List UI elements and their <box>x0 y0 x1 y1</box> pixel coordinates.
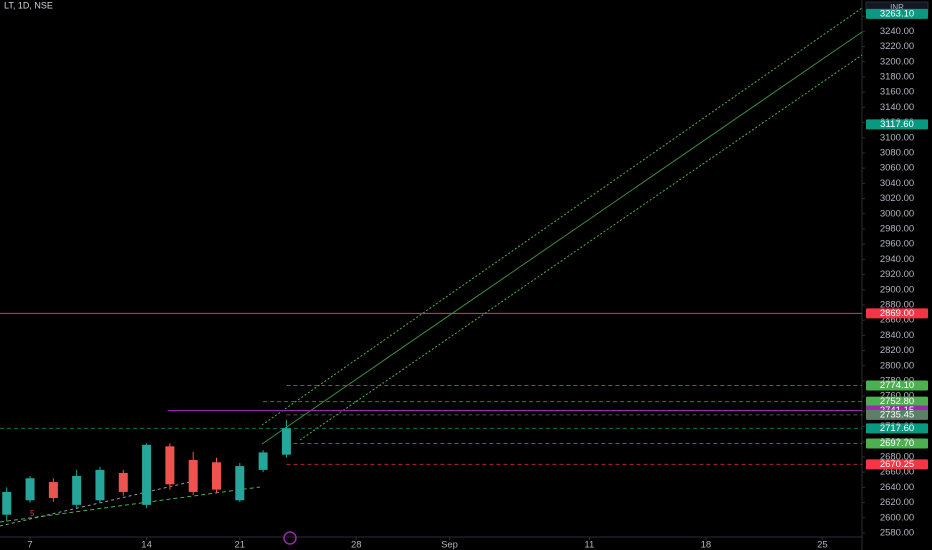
level-label-box <box>866 438 928 449</box>
candle-body <box>281 428 291 455</box>
y-tick-label: 2640.00 <box>880 482 914 493</box>
level-label-box <box>866 380 928 391</box>
y-tick-label: 2980.00 <box>880 223 914 234</box>
y-tick-label: 2880.00 <box>880 299 914 310</box>
x-tick-label: 18 <box>701 540 712 550</box>
candle-body <box>165 446 175 485</box>
channel-upper <box>261 7 863 426</box>
level-label-box <box>866 396 928 407</box>
chart-title: LT, 1D, NSE <box>4 0 53 10</box>
y-tick-label: 2900.00 <box>880 284 914 295</box>
x-tick-label: 25 <box>817 540 828 550</box>
level-label-box <box>866 308 928 319</box>
level-label: 2697.70 <box>880 438 914 449</box>
candle-body <box>188 460 198 492</box>
candle-body <box>25 478 35 501</box>
y-tick-label: 3000.00 <box>880 208 914 219</box>
candle-body <box>72 475 82 505</box>
y-tick-label: 2800.00 <box>880 360 914 371</box>
y-tick-label: 2760.00 <box>880 391 914 402</box>
y-tick-label: 2920.00 <box>880 269 914 280</box>
candle-body <box>2 491 12 515</box>
y-tick-label: 2680.00 <box>880 451 914 462</box>
candle-body <box>258 452 268 470</box>
annotation: 5 <box>30 509 35 518</box>
level-label: 3263.10 <box>880 8 914 19</box>
currency: INR <box>890 3 904 12</box>
level-label-box <box>866 119 928 130</box>
candle-body <box>211 462 221 490</box>
y-tick-label: 3020.00 <box>880 193 914 204</box>
y-tick-label: 2820.00 <box>880 345 914 356</box>
level-label: 2774.10 <box>880 380 914 391</box>
candle-body <box>118 472 128 492</box>
y-tick-label: 3240.00 <box>880 26 914 37</box>
x-tick-label: 11 <box>584 540 594 550</box>
level-label: 2869.00 <box>880 308 914 319</box>
y-tick-label: 3060.00 <box>880 163 914 174</box>
y-tick-label: 3100.00 <box>880 132 914 143</box>
level-label-box <box>866 409 928 420</box>
y-tick-label: 3220.00 <box>880 41 914 52</box>
x-tick-label: Sep <box>441 540 458 550</box>
trend-line <box>0 481 191 527</box>
y-tick-label: 2840.00 <box>880 330 914 341</box>
y-tick-label: 3140.00 <box>880 102 914 113</box>
y-tick-label: 2860.00 <box>880 315 914 326</box>
x-tick-label: 7 <box>27 540 32 550</box>
level-label-box <box>866 8 928 19</box>
candle-body <box>48 482 58 499</box>
y-tick-label: 2580.00 <box>880 527 914 538</box>
event-icon[interactable] <box>283 531 297 545</box>
y-tick-label: 3040.00 <box>880 178 914 189</box>
y-tick-label: 2600.00 <box>880 512 914 523</box>
candle-body <box>142 444 152 505</box>
y-tick-label: 3160.00 <box>880 87 914 98</box>
level-label-box <box>866 423 928 434</box>
level-label-box <box>866 459 928 470</box>
y-tick-label: 3180.00 <box>880 72 914 83</box>
x-tick-label: 28 <box>351 540 362 550</box>
y-tick-label: 3200.00 <box>880 56 914 67</box>
y-tick-label: 2960.00 <box>880 239 914 250</box>
y-tick-label: 2620.00 <box>880 497 914 508</box>
level-label: 2717.60 <box>880 423 914 434</box>
candle-body <box>95 469 105 501</box>
y-tick-label: 2940.00 <box>880 254 914 265</box>
y-tick-label: 3080.00 <box>880 147 914 158</box>
level-label: 2735.45 <box>880 409 914 420</box>
candle-body <box>235 466 245 501</box>
x-tick-label: 21 <box>235 540 246 550</box>
level-label: 3117.60 <box>880 119 914 130</box>
level-label: 2752.80 <box>880 396 914 407</box>
channel-middle <box>261 31 863 445</box>
level-label: 2670.25 <box>880 459 914 470</box>
channel-lower <box>299 54 863 441</box>
x-tick-label: 14 <box>141 540 152 550</box>
y-tick-label: 2660.00 <box>880 467 914 478</box>
